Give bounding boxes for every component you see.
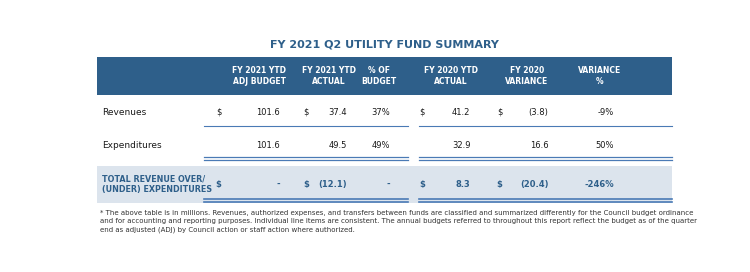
Bar bbox=[97, 166, 672, 203]
Text: -: - bbox=[276, 180, 280, 189]
Text: $: $ bbox=[496, 108, 502, 117]
Text: (3.8): (3.8) bbox=[529, 108, 548, 117]
Text: (20.4): (20.4) bbox=[520, 180, 548, 189]
Text: % OF
BUDGET: % OF BUDGET bbox=[361, 66, 396, 86]
Text: FY 2021 YTD
ACTUAL: FY 2021 YTD ACTUAL bbox=[302, 66, 356, 86]
Bar bbox=[97, 57, 672, 95]
Text: Expenditures: Expenditures bbox=[103, 141, 162, 150]
Text: $: $ bbox=[303, 108, 308, 117]
Text: -: - bbox=[386, 180, 390, 189]
Text: 8.3: 8.3 bbox=[456, 180, 470, 189]
Text: VARIANCE
%: VARIANCE % bbox=[578, 66, 621, 86]
Text: 37.4: 37.4 bbox=[328, 108, 346, 117]
Text: FY 2021 Q2 UTILITY FUND SUMMARY: FY 2021 Q2 UTILITY FUND SUMMARY bbox=[270, 40, 499, 50]
Text: FY 2020 YTD
ACTUAL: FY 2020 YTD ACTUAL bbox=[424, 66, 478, 86]
Text: 49.5: 49.5 bbox=[328, 141, 346, 150]
Text: $: $ bbox=[216, 180, 222, 189]
Text: (12.1): (12.1) bbox=[318, 180, 346, 189]
Text: FY 2020
VARIANCE: FY 2020 VARIANCE bbox=[506, 66, 548, 86]
Text: FY 2021 YTD
ADJ BUDGET: FY 2021 YTD ADJ BUDGET bbox=[232, 66, 286, 86]
Text: 49%: 49% bbox=[372, 141, 390, 150]
Text: 41.2: 41.2 bbox=[452, 108, 470, 117]
Text: $: $ bbox=[303, 180, 309, 189]
Text: $: $ bbox=[496, 180, 502, 189]
Text: 37%: 37% bbox=[371, 108, 390, 117]
Text: 32.9: 32.9 bbox=[452, 141, 470, 150]
Text: -246%: -246% bbox=[584, 180, 614, 189]
Text: 101.6: 101.6 bbox=[256, 141, 280, 150]
Text: Revenues: Revenues bbox=[103, 108, 147, 117]
Text: $: $ bbox=[216, 108, 221, 117]
Text: 16.6: 16.6 bbox=[530, 141, 548, 150]
Text: $: $ bbox=[419, 108, 424, 117]
Text: 50%: 50% bbox=[596, 141, 614, 150]
Text: -9%: -9% bbox=[598, 108, 614, 117]
Text: * The above table is in millions. Revenues, authorized expenses, and transfers b: * The above table is in millions. Revenu… bbox=[100, 210, 697, 233]
Text: 101.6: 101.6 bbox=[256, 108, 280, 117]
Text: $: $ bbox=[419, 180, 425, 189]
Text: TOTAL REVENUE OVER/
(UNDER) EXPENDITURES: TOTAL REVENUE OVER/ (UNDER) EXPENDITURES bbox=[103, 175, 212, 194]
